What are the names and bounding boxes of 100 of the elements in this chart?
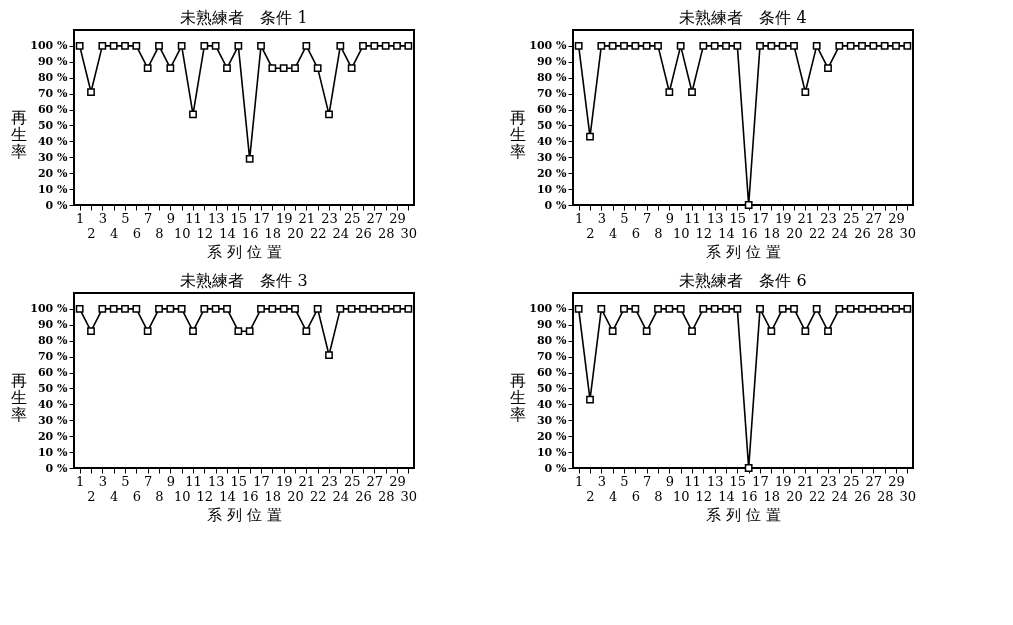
x-tick-label: 25 (842, 210, 860, 226)
y-tick-label: 50 % (536, 118, 568, 132)
point (733, 305, 742, 313)
point (189, 327, 197, 336)
chart-title: 未熟練者 条件 4 (679, 8, 807, 27)
x-tick-label: 15 (729, 473, 747, 489)
point (279, 64, 288, 73)
x-tick-label: 11 (185, 473, 202, 489)
point (688, 327, 696, 336)
point (98, 305, 107, 313)
point (404, 42, 413, 50)
x-axis-title: 系 列 位 置 (207, 242, 282, 261)
point (608, 42, 617, 50)
x-tick-label: 12 (196, 225, 214, 241)
x-tick-label: 9 (665, 473, 674, 489)
y-tick-label: 70 % (37, 87, 69, 101)
x-tick-label: 11 (684, 210, 701, 226)
x-tick-label: 27 (865, 473, 883, 489)
point (642, 327, 651, 336)
y-tick-label: 20 % (37, 166, 69, 180)
x-tick-label: 26 (355, 488, 372, 504)
x-tick-label: 10 (672, 225, 690, 241)
x-tick-label: 16 (740, 225, 758, 241)
point (257, 42, 265, 50)
x-tick-label: 25 (343, 473, 361, 489)
point (835, 42, 844, 50)
x-tick-label: 23 (820, 473, 837, 489)
y-tick-label: 10 % (536, 445, 568, 459)
x-tick-label: 19 (774, 473, 792, 489)
point (631, 305, 640, 313)
point (654, 42, 662, 50)
x-tick-label: 8 (155, 225, 164, 241)
x-tick-label: 19 (275, 210, 293, 226)
y-tick-label: 0 % (45, 461, 69, 475)
x-tick-label: 16 (740, 488, 758, 504)
y-tick-label: 40 % (37, 134, 69, 148)
point (313, 305, 322, 313)
point (620, 42, 628, 50)
y-tick-label: 30 % (37, 150, 69, 164)
point (279, 305, 288, 313)
point (121, 42, 129, 50)
y-tick-label: 10 % (37, 445, 69, 459)
y-tick-label: 0 % (544, 198, 568, 212)
y-tick-label: 10 % (37, 182, 69, 196)
point (177, 42, 186, 50)
point (767, 327, 776, 336)
y-tick-label: 80 % (37, 71, 69, 85)
x-tick-label: 21 (298, 210, 316, 226)
chart-title: 未熟練者 条件 3 (180, 271, 308, 290)
x-tick-label: 20 (287, 225, 304, 241)
point (75, 42, 84, 50)
y-tick-label: 90 % (536, 318, 568, 332)
point (699, 305, 708, 313)
x-tick-label: 4 (110, 225, 119, 241)
point (121, 305, 129, 313)
x-tick-label: 8 (155, 488, 164, 504)
point (880, 305, 889, 313)
y-tick-label: 80 % (37, 334, 69, 348)
point (381, 42, 390, 50)
y-tick-label: 60 % (536, 103, 568, 117)
x-tick-label: 17 (752, 210, 769, 226)
point (211, 305, 220, 313)
x-tick-label: 29 (389, 210, 406, 226)
point (676, 305, 685, 313)
point (404, 305, 413, 313)
point (302, 327, 311, 336)
point (756, 305, 764, 313)
point (812, 42, 821, 50)
point (620, 305, 628, 313)
point (359, 42, 367, 50)
point (869, 305, 878, 313)
x-tick-label: 5 (121, 473, 130, 489)
point (325, 351, 333, 359)
x-tick-label: 27 (366, 473, 384, 489)
x-tick-label: 22 (309, 488, 327, 504)
x-tick-label: 26 (355, 225, 372, 241)
point (347, 64, 356, 73)
y-tick-label: 30 % (536, 150, 568, 164)
point (98, 42, 107, 50)
point (654, 305, 662, 313)
point (393, 42, 401, 50)
y-tick-label: 40 % (37, 397, 69, 411)
x-tick-label: 18 (264, 225, 282, 241)
y-tick-label: 40 % (536, 134, 568, 148)
point (370, 42, 379, 50)
x-axis-title: 系 列 位 置 (706, 242, 781, 261)
point (234, 327, 243, 336)
point (756, 42, 764, 50)
y-tick-label: 70 % (536, 87, 568, 101)
y-tick-label: 60 % (536, 366, 568, 380)
x-tick-label: 4 (609, 488, 618, 504)
y-tick-label: 30 % (37, 413, 69, 427)
y-tick-label: 60 % (37, 103, 69, 117)
point (381, 305, 390, 313)
point (143, 64, 152, 73)
point (767, 42, 776, 50)
point (245, 154, 254, 163)
x-tick-label: 21 (298, 473, 316, 489)
x-tick-label: 29 (888, 473, 905, 489)
point (790, 42, 798, 50)
